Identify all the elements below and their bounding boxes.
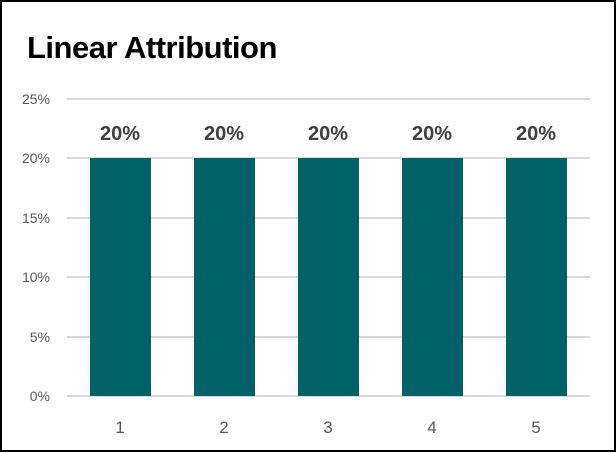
bar-value-label: 20% — [411, 123, 453, 146]
y-tick-label: 0% — [29, 388, 50, 404]
bar-value-label: 20% — [307, 123, 349, 146]
bar — [505, 158, 567, 396]
y-tick-label: 5% — [29, 328, 50, 345]
x-tick-label: 2 — [219, 418, 229, 437]
chart-title: Linear Attribution — [27, 30, 277, 65]
x-tick-label: 1 — [115, 418, 125, 437]
x-tick-label: 3 — [323, 418, 333, 437]
x-axis-line — [67, 395, 590, 397]
y-tick-label: 15% — [21, 209, 50, 226]
bar — [297, 158, 359, 396]
x-tick-label: 5 — [531, 418, 541, 437]
bar-value-label: 20% — [515, 123, 557, 146]
y-tick-label: 25% — [21, 91, 50, 107]
y-tick-label: 10% — [21, 269, 50, 286]
bar-value-label: 20% — [99, 123, 141, 146]
gridline — [67, 98, 590, 100]
bar-value-label: 20% — [203, 123, 245, 146]
bar — [89, 158, 151, 396]
bar — [193, 158, 255, 396]
y-tick-label: 20% — [21, 150, 50, 167]
bar — [401, 158, 463, 396]
x-tick-label: 4 — [427, 418, 437, 437]
